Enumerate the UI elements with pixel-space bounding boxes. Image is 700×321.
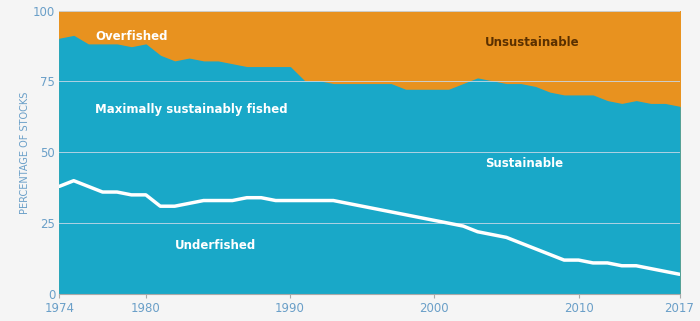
Text: Maximally sustainably fished: Maximally sustainably fished <box>95 103 288 116</box>
Y-axis label: PERCENTAGE OF STOCKS: PERCENTAGE OF STOCKS <box>20 91 29 213</box>
Text: Overfished: Overfished <box>95 30 168 43</box>
Text: Sustainable: Sustainable <box>485 157 563 170</box>
Text: Unsustainable: Unsustainable <box>485 36 580 49</box>
Text: Underfished: Underfished <box>175 239 256 252</box>
